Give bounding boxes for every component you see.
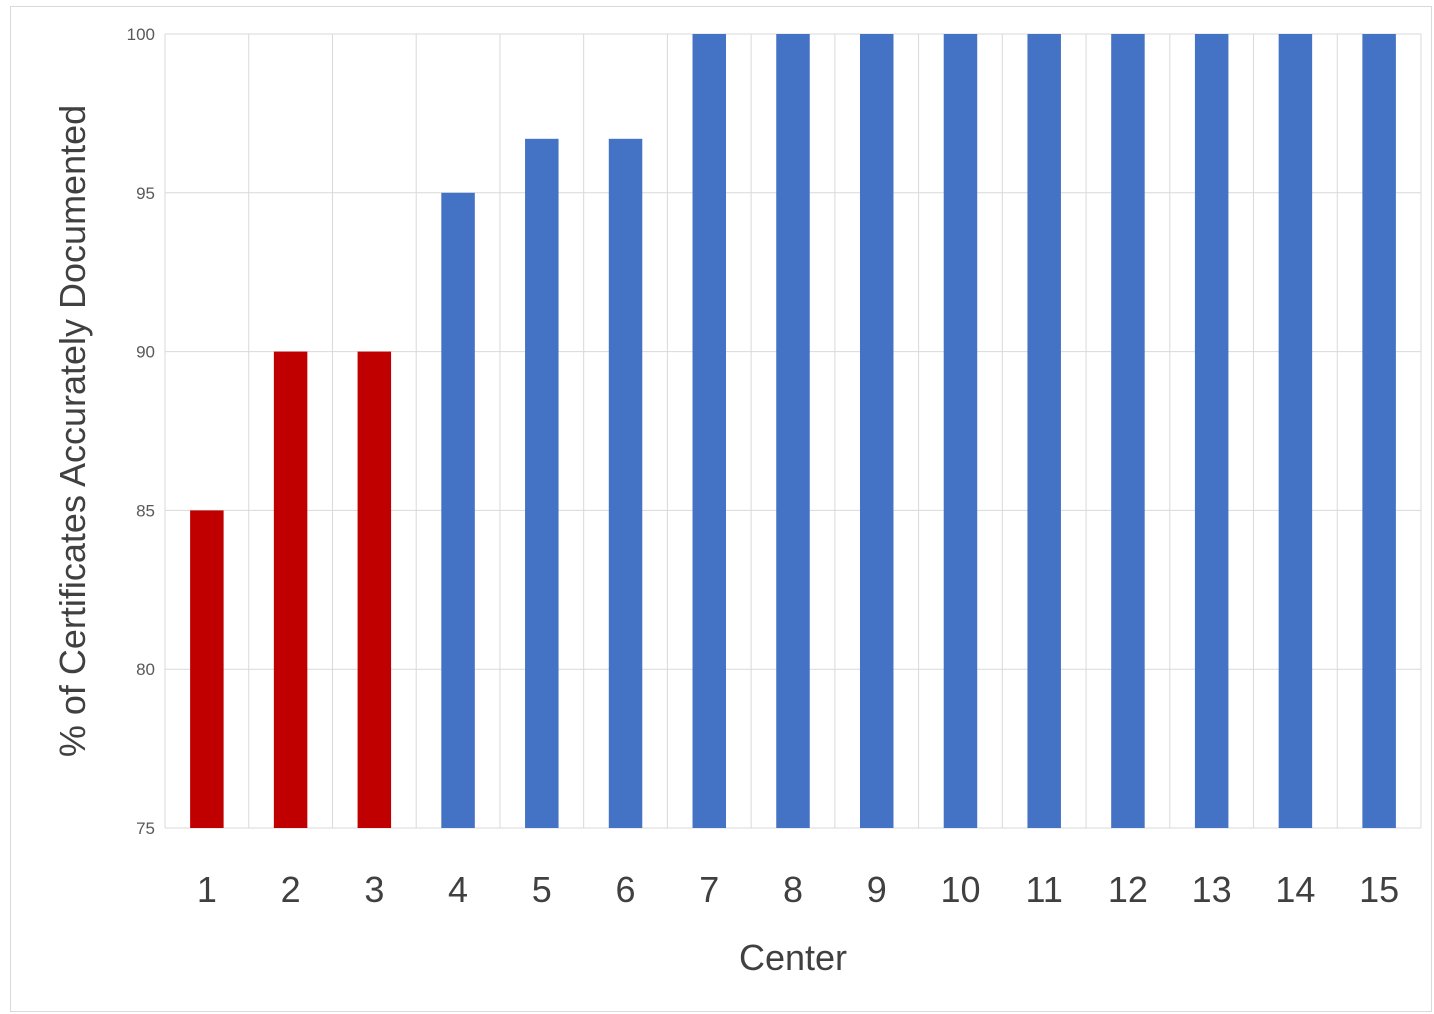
bar-center-10 <box>943 34 978 828</box>
x-tick-labels: 1 2 3 4 5 6 7 8 9 10 11 12 13 14 15 <box>197 869 1399 910</box>
x-tick-label: 13 <box>1192 869 1232 910</box>
bar-center-1 <box>190 510 224 828</box>
bar-center-11 <box>1027 34 1061 828</box>
x-tick-label: 9 <box>867 869 887 910</box>
y-axis-title: % of Certificates Accurately Documented <box>52 105 93 757</box>
x-tick-label: 6 <box>616 869 636 910</box>
x-tick-label: 4 <box>448 869 468 910</box>
bar-center-6 <box>608 138 643 829</box>
bar-center-8 <box>776 34 810 828</box>
bar-center-3 <box>357 351 392 828</box>
x-axis-title: Center <box>739 937 847 978</box>
bar-center-7 <box>692 34 727 828</box>
x-tick-label: 5 <box>532 869 552 910</box>
y-tick-labels: 75 80 85 90 95 100 <box>127 25 155 838</box>
bar-center-4 <box>441 192 475 829</box>
y-tick-label: 85 <box>136 501 155 520</box>
bar-center-5 <box>525 138 559 829</box>
y-tick-label: 95 <box>136 184 155 203</box>
bar-center-9 <box>859 34 894 828</box>
y-tick-label: 80 <box>136 660 155 679</box>
bar-center-13 <box>1194 34 1229 828</box>
x-tick-label: 10 <box>940 869 980 910</box>
x-tick-label: 3 <box>364 869 384 910</box>
x-tick-label: 12 <box>1108 869 1148 910</box>
y-tick-label: 100 <box>127 25 155 44</box>
x-tick-label: 8 <box>783 869 803 910</box>
x-tick-label: 14 <box>1275 869 1315 910</box>
x-tick-label: 7 <box>699 869 719 910</box>
x-tick-label: 2 <box>281 869 301 910</box>
bar-center-14 <box>1278 34 1313 828</box>
x-tick-label: 11 <box>1026 869 1063 910</box>
bars <box>190 34 1396 829</box>
bar-center-2 <box>273 351 308 828</box>
y-tick-label: 90 <box>136 343 155 362</box>
y-tick-label: 75 <box>136 819 155 838</box>
x-tick-label: 15 <box>1359 869 1399 910</box>
x-tick-label: 1 <box>197 869 217 910</box>
bar-center-15 <box>1362 34 1396 828</box>
bar-center-12 <box>1111 34 1145 828</box>
